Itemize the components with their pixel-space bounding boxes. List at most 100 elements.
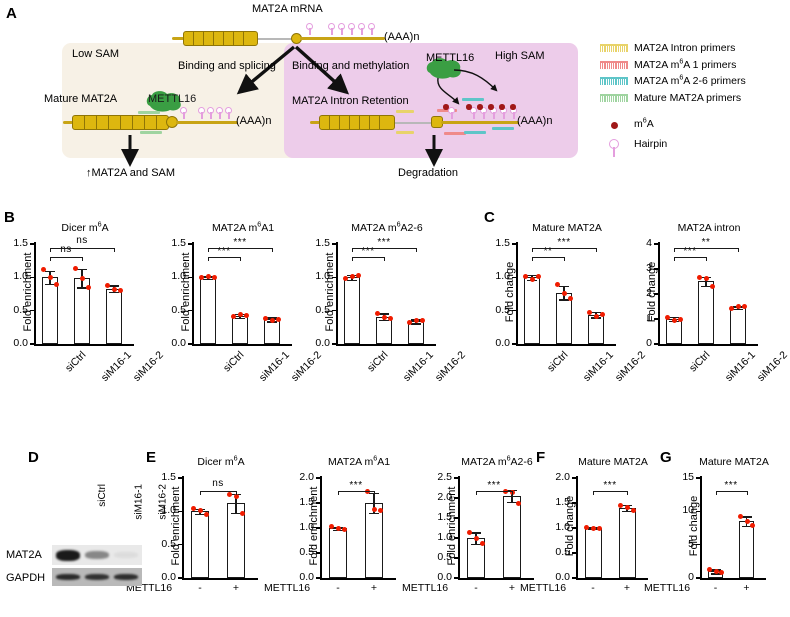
x-axis bbox=[576, 578, 648, 580]
blot-band bbox=[56, 574, 80, 580]
y-tick bbox=[316, 552, 320, 554]
y-tick-label: 2.0 bbox=[555, 471, 570, 483]
significance-tick bbox=[82, 257, 84, 261]
data-point bbox=[112, 286, 117, 292]
significance-line bbox=[208, 257, 240, 259]
y-tick bbox=[332, 343, 336, 345]
chart-title: MAT2A m6A1 bbox=[327, 454, 391, 468]
error-bar bbox=[337, 526, 339, 530]
significance-label: *** bbox=[217, 246, 231, 257]
x-axis bbox=[182, 578, 258, 580]
data-point bbox=[479, 540, 485, 546]
y-tick bbox=[30, 309, 34, 312]
y-axis-label: Fold enrichment bbox=[308, 486, 320, 566]
error-cap bbox=[235, 318, 245, 320]
y-tick bbox=[572, 577, 576, 579]
hairpin-icon bbox=[306, 23, 314, 37]
error-cap bbox=[195, 514, 205, 516]
bar bbox=[343, 277, 361, 344]
error-cap bbox=[369, 493, 379, 495]
blot-row-label: MAT2A bbox=[6, 549, 42, 561]
error-cap bbox=[741, 516, 752, 518]
significance-tick bbox=[627, 491, 629, 495]
data-point bbox=[750, 522, 755, 528]
y-axis-label: Fold change bbox=[646, 261, 658, 323]
error-cap bbox=[45, 270, 55, 272]
significance-line bbox=[352, 247, 416, 249]
data-point bbox=[211, 274, 217, 280]
data-point bbox=[587, 309, 592, 315]
data-point bbox=[263, 316, 268, 322]
error-bar bbox=[714, 569, 717, 574]
significance-tick bbox=[352, 247, 354, 252]
y-tick bbox=[454, 577, 458, 579]
y-tick bbox=[572, 527, 576, 529]
mature-primer-bottom bbox=[140, 131, 162, 134]
significance-label: ns bbox=[212, 478, 224, 489]
significance-tick bbox=[374, 491, 376, 495]
polyA-right: (AAA)n bbox=[517, 115, 553, 127]
data-point bbox=[697, 275, 702, 280]
panel-letter-e: E bbox=[146, 449, 157, 466]
y-tick-label: 15 bbox=[682, 471, 694, 483]
y-tick-label: 3 bbox=[646, 262, 652, 274]
significance-tick bbox=[674, 257, 676, 261]
y-tick bbox=[512, 309, 516, 312]
chart-title: Mature MAT2A bbox=[578, 456, 648, 468]
bar bbox=[618, 508, 636, 578]
data-point bbox=[355, 272, 361, 278]
data-point bbox=[414, 318, 419, 324]
y-tick-label: 1.5 bbox=[495, 237, 510, 249]
error-bar bbox=[235, 494, 237, 513]
x-tick-label: siM16-1 bbox=[722, 349, 758, 384]
mrna-3utr-top bbox=[300, 37, 385, 41]
data-point bbox=[336, 525, 341, 531]
data-point bbox=[231, 314, 236, 320]
y-tick bbox=[316, 477, 320, 479]
error-bar bbox=[531, 274, 533, 280]
mrna-exon-block-top bbox=[183, 31, 258, 46]
left-outcome-label: ↑MAT2A and SAM bbox=[86, 167, 176, 179]
error-cap bbox=[471, 532, 481, 534]
x-tick-label: + bbox=[232, 582, 240, 594]
error-cap bbox=[45, 284, 55, 286]
y-axis bbox=[516, 242, 518, 345]
blot-band bbox=[114, 551, 138, 559]
error-cap bbox=[588, 529, 598, 531]
x-tick-label: - bbox=[198, 582, 202, 594]
significance-tick bbox=[596, 247, 598, 252]
y-tick bbox=[316, 502, 320, 504]
blot-band bbox=[85, 574, 109, 580]
y-tick bbox=[512, 343, 516, 345]
data-point bbox=[80, 275, 85, 281]
y-tick bbox=[454, 477, 458, 479]
data-point bbox=[503, 488, 508, 494]
hairpin-icon bbox=[216, 107, 224, 121]
ir-mrna-tip bbox=[310, 121, 320, 125]
data-point bbox=[105, 282, 110, 288]
significance-line bbox=[352, 257, 384, 259]
x-axis bbox=[658, 344, 758, 346]
y-tick-label: 2.5 bbox=[437, 471, 452, 483]
error-bar bbox=[49, 270, 51, 284]
mature-mat2a-label: Mature MAT2A bbox=[44, 93, 118, 105]
significance-label: *** bbox=[233, 236, 247, 248]
y-axis-label: Fold enrichment bbox=[324, 252, 336, 332]
data-point bbox=[706, 566, 712, 572]
significance-tick bbox=[240, 257, 242, 261]
chart-title: MAT2A m6A1 bbox=[211, 220, 275, 234]
ir-3utr bbox=[441, 121, 519, 125]
hairpin-icon bbox=[328, 23, 336, 37]
panel-letter-b: B bbox=[4, 209, 15, 226]
x-axis bbox=[320, 578, 396, 580]
mettl16-curve-arrow-2 bbox=[453, 69, 498, 92]
error-cap bbox=[267, 317, 277, 319]
y-tick-label: 0.5 bbox=[171, 303, 186, 316]
blot-row-label: GAPDH bbox=[6, 572, 46, 584]
error-cap bbox=[507, 490, 517, 492]
y-tick bbox=[188, 276, 192, 279]
data-point bbox=[85, 284, 91, 290]
right-outcome-arrow bbox=[425, 135, 443, 167]
significance-label: *** bbox=[603, 480, 617, 491]
significance-line bbox=[715, 491, 747, 493]
